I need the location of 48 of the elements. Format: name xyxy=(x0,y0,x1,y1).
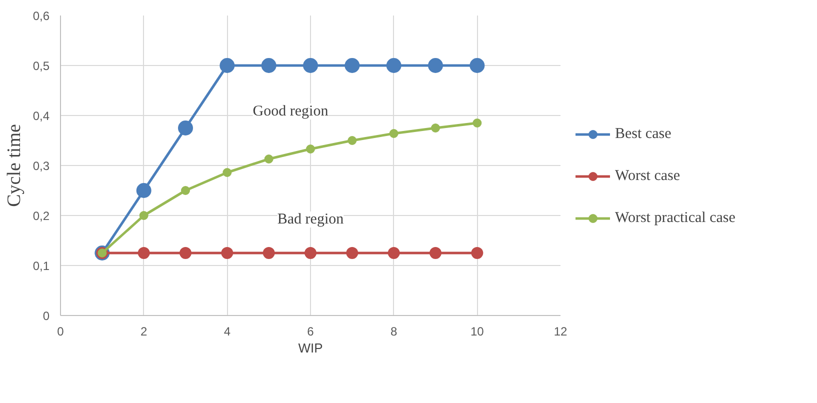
point xyxy=(472,118,482,128)
point xyxy=(348,136,357,145)
y-axis-title: Cycle time xyxy=(4,124,25,207)
point xyxy=(220,58,235,73)
point xyxy=(344,58,360,73)
point xyxy=(304,247,316,259)
y-tick-label: 0,5 xyxy=(32,59,50,73)
point xyxy=(303,58,318,73)
annotation: Bad region xyxy=(277,212,344,228)
point xyxy=(262,247,275,259)
point xyxy=(471,247,484,259)
point xyxy=(389,129,398,138)
y-tick-label: 0,3 xyxy=(32,159,50,173)
point xyxy=(346,247,358,259)
annotation: Good region xyxy=(252,104,329,120)
point xyxy=(178,120,193,136)
point xyxy=(306,144,315,154)
point xyxy=(428,58,443,73)
point xyxy=(221,247,234,259)
x-tick-label: 4 xyxy=(224,324,231,338)
point xyxy=(138,247,150,259)
x-tick-label: 6 xyxy=(307,324,314,338)
y-tick-label: 0,4 xyxy=(32,109,50,123)
point xyxy=(136,183,152,198)
y-tick-label: 0 xyxy=(42,309,50,323)
x-tick-label: 8 xyxy=(390,324,398,338)
x-tick-label: 12 xyxy=(554,324,568,338)
point xyxy=(431,124,440,132)
x-axis-title: WIP xyxy=(298,340,323,356)
point xyxy=(470,58,485,73)
legend-label: Worst practical case xyxy=(615,210,736,226)
point xyxy=(181,186,190,195)
point xyxy=(386,58,402,73)
legend-label: Best case xyxy=(615,126,672,142)
y-tick-label: 0,6 xyxy=(32,9,50,23)
legend-label: Worst case xyxy=(615,168,680,184)
point xyxy=(430,247,442,259)
x-tick-label: 10 xyxy=(470,324,484,338)
point xyxy=(139,211,148,220)
point xyxy=(264,154,274,164)
point xyxy=(261,58,276,73)
x-tick-label: 2 xyxy=(140,324,148,338)
point xyxy=(222,168,232,177)
x-tick-label: 0 xyxy=(57,324,64,338)
point xyxy=(180,247,192,259)
y-tick-label: 0,1 xyxy=(32,259,50,273)
point xyxy=(388,247,400,259)
y-tick-label: 0,2 xyxy=(32,209,50,223)
